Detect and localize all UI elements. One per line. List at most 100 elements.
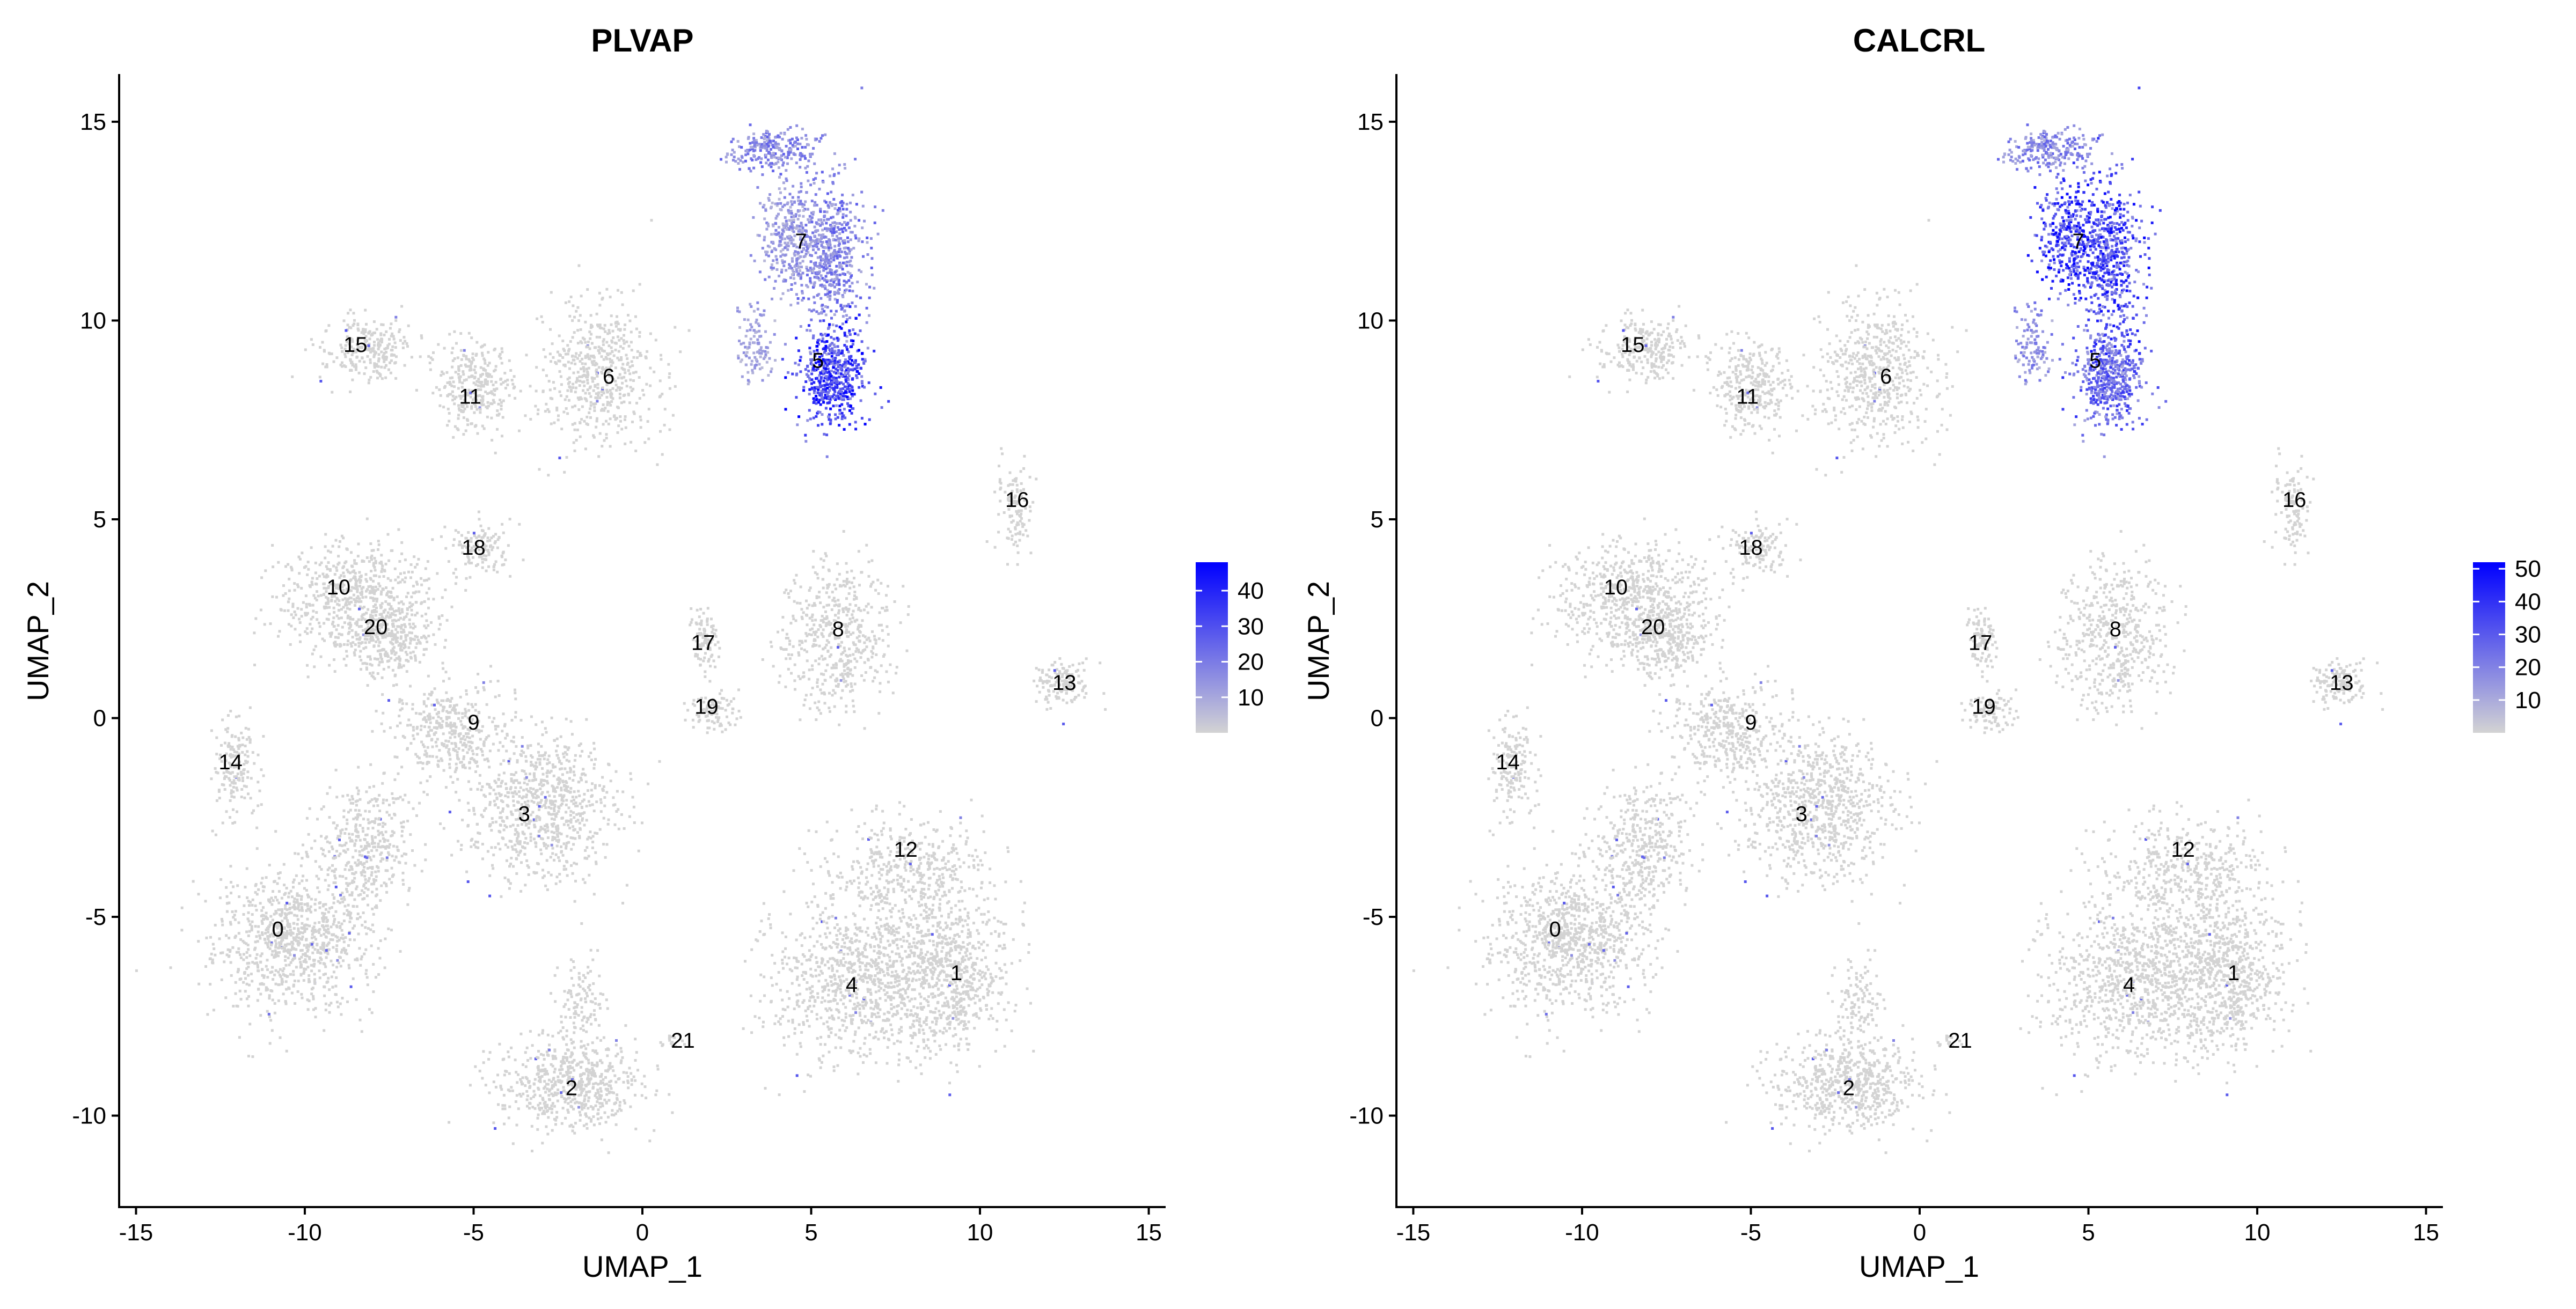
cell-point <box>601 776 604 779</box>
cell-point <box>667 363 670 366</box>
cell-point <box>312 343 314 346</box>
cell-point <box>330 925 333 928</box>
cell-point <box>593 748 596 751</box>
cell-point <box>459 696 462 698</box>
cell-point <box>260 915 263 917</box>
cell-point <box>309 807 311 810</box>
cell-point <box>278 951 281 954</box>
cell-point <box>385 891 388 894</box>
cell-point <box>399 572 402 575</box>
cell-point <box>407 646 410 649</box>
cell-point <box>530 715 533 718</box>
cell-point <box>364 856 367 858</box>
cell-point <box>385 883 387 886</box>
cell-point <box>339 835 341 837</box>
cell-point <box>513 387 515 389</box>
cell-point <box>474 841 477 843</box>
cell-point <box>600 810 603 813</box>
cell-point <box>221 718 224 721</box>
cell-point <box>250 973 253 975</box>
cell-point <box>376 849 378 851</box>
cell-point <box>357 932 360 935</box>
cell-point <box>458 733 461 736</box>
cell-point <box>574 422 576 425</box>
cell-point <box>292 886 295 888</box>
cell-point <box>318 865 321 868</box>
cell-point <box>308 603 311 606</box>
cell-point <box>631 349 633 351</box>
cell-point <box>358 850 361 853</box>
cell-point <box>267 938 269 940</box>
cell-point <box>277 561 280 564</box>
cell-point <box>487 351 489 354</box>
cell-point <box>571 406 574 408</box>
cell-point <box>357 859 360 862</box>
cell-point <box>457 414 460 416</box>
cell-point <box>247 792 250 795</box>
cell-point <box>617 377 620 379</box>
cell-point <box>522 796 525 798</box>
cell-point <box>394 377 397 380</box>
cell-point <box>399 709 402 711</box>
cell-point <box>577 342 580 344</box>
cell-point <box>466 751 469 754</box>
cell-point <box>557 414 560 417</box>
cell-point <box>387 603 390 606</box>
cell-point <box>492 393 494 395</box>
cell-point <box>576 429 579 431</box>
cell-point <box>271 544 274 547</box>
cell-point <box>277 971 280 974</box>
cell-point <box>382 355 385 357</box>
cell-point <box>639 352 641 355</box>
cell-point <box>552 847 554 850</box>
cell-point <box>412 726 415 729</box>
cell-point <box>669 387 671 390</box>
cell-point <box>633 806 635 808</box>
cell-point <box>560 845 562 848</box>
cell-point <box>338 604 341 606</box>
cell-point <box>345 547 348 550</box>
cell-point <box>555 830 558 833</box>
cell-point <box>477 788 479 791</box>
cell-point <box>647 438 650 440</box>
cell-point <box>641 821 643 824</box>
cell-point <box>381 676 384 679</box>
cell-point <box>494 725 497 727</box>
cell-point <box>435 741 437 744</box>
cell-point <box>370 849 373 852</box>
cell-point <box>531 779 534 782</box>
cell-point <box>459 409 462 411</box>
cell-point <box>215 737 218 739</box>
cell-point <box>321 912 324 915</box>
cell-point <box>316 944 318 946</box>
cell-point <box>534 841 537 844</box>
cell-point <box>496 571 499 573</box>
cell-point <box>444 639 447 642</box>
cell-point <box>388 804 391 806</box>
cell-point <box>574 391 577 393</box>
cell-point <box>619 328 622 331</box>
cell-point <box>445 671 448 673</box>
cell-point <box>698 628 701 630</box>
cell-point <box>318 928 321 931</box>
cell-point <box>488 716 491 719</box>
cell-point <box>219 878 222 881</box>
cell-point <box>348 894 351 896</box>
cell-point <box>328 948 331 951</box>
cell-point <box>432 634 435 636</box>
cell-point <box>462 727 464 730</box>
cell-point <box>627 314 630 317</box>
cell-point <box>411 708 414 710</box>
cell-point <box>568 348 570 351</box>
cell-point <box>397 773 400 775</box>
cell-point <box>387 928 390 930</box>
cell-point <box>471 735 474 738</box>
cell-point <box>485 807 487 810</box>
cell-point <box>366 841 369 844</box>
cell-point <box>350 551 353 554</box>
cell-point <box>361 1030 363 1033</box>
cell-point <box>706 623 709 626</box>
cell-point <box>322 904 325 907</box>
cell-point <box>279 630 281 633</box>
cell-point <box>458 378 461 381</box>
